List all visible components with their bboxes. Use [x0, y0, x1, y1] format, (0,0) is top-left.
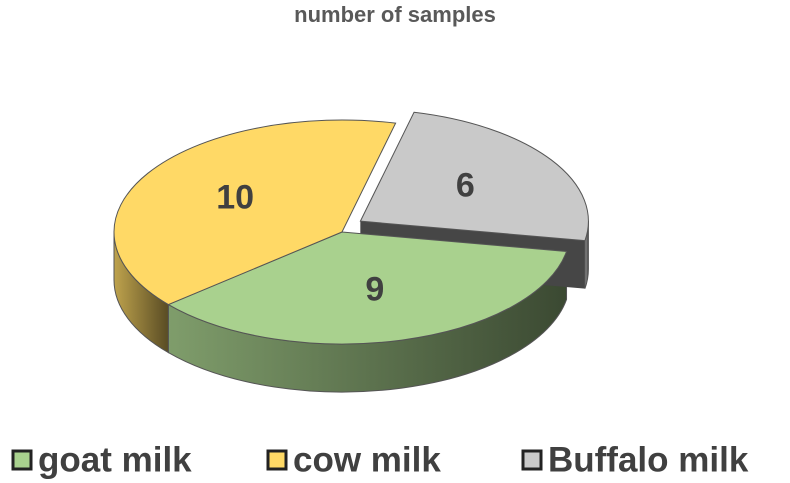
slice: [113, 119, 397, 306]
legend-swatch: [521, 449, 543, 471]
legend-swatch: [11, 449, 33, 471]
chart-title: number of samples: [294, 2, 496, 27]
legend-swatch: [266, 449, 288, 471]
legend-label: cow milk: [293, 440, 441, 479]
data-label: 6: [456, 166, 475, 204]
legend-label: Buffalo milk: [548, 440, 749, 479]
data-label: 10: [216, 179, 254, 217]
data-label: 9: [365, 270, 384, 308]
slice: [167, 231, 568, 345]
legend-label: goat milk: [38, 440, 192, 479]
slice: [359, 111, 589, 242]
